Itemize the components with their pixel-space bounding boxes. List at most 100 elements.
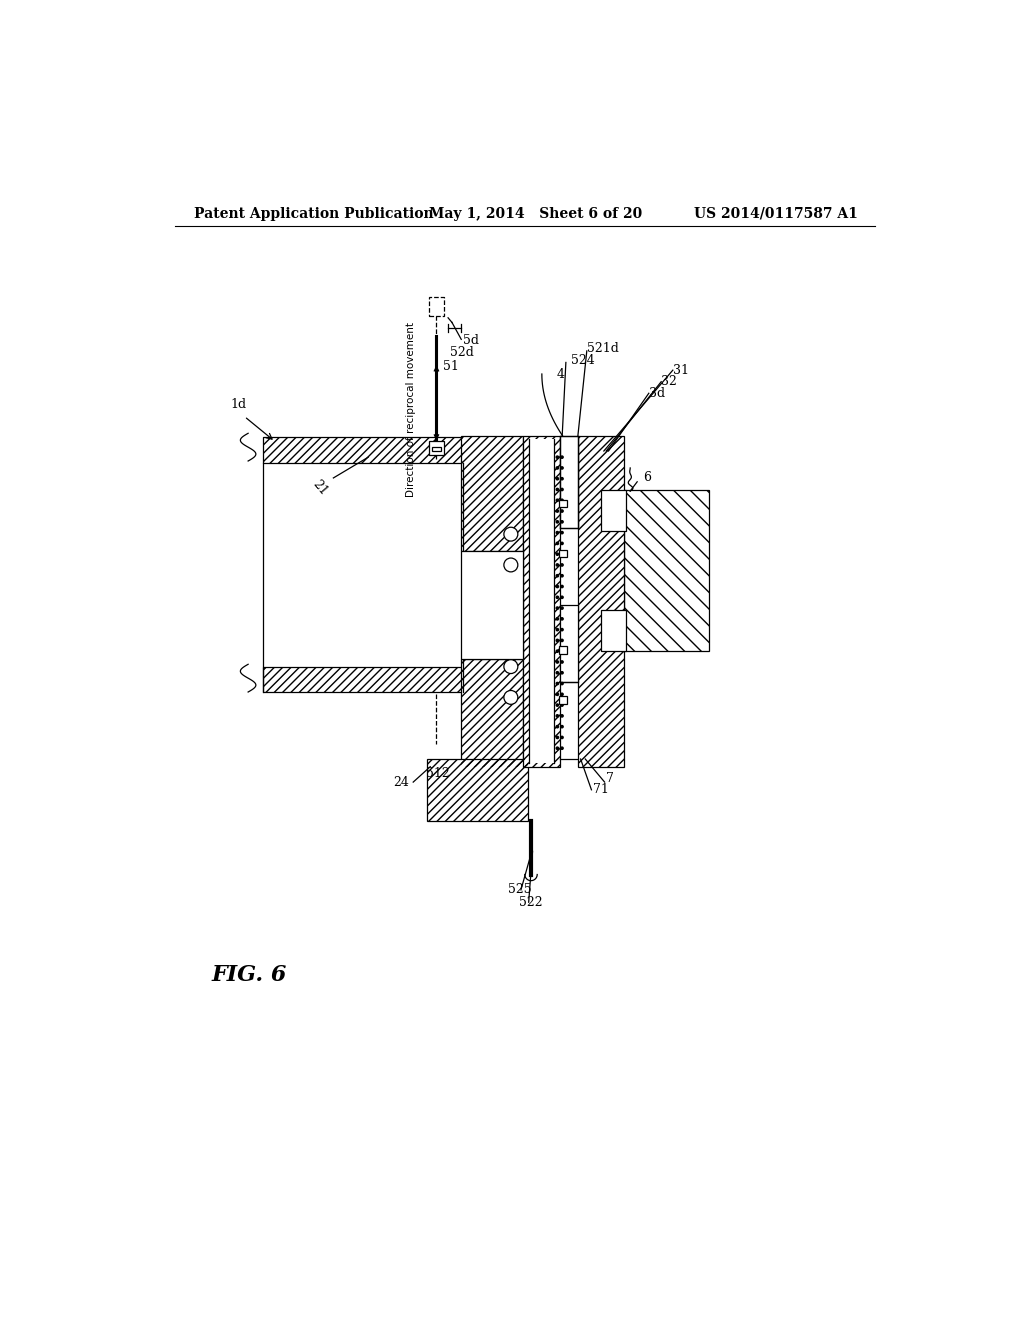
Circle shape [561,618,563,620]
Text: 4: 4 [557,367,564,380]
Circle shape [561,510,563,512]
Circle shape [556,682,558,685]
Circle shape [561,467,563,469]
Bar [429,441,444,455]
Circle shape [561,564,563,566]
Circle shape [556,574,558,577]
Text: 71: 71 [593,783,609,796]
Circle shape [556,693,558,696]
FancyBboxPatch shape [429,297,444,317]
Circle shape [561,499,563,502]
Bar [578,436,624,767]
Bar [263,437,463,462]
Circle shape [561,726,563,727]
Circle shape [556,510,558,512]
Circle shape [556,726,558,727]
Text: 6: 6 [643,471,651,484]
Bar [461,659,523,767]
Text: Direction of reciprocal movement: Direction of reciprocal movement [406,322,416,498]
Text: 32: 32 [662,375,677,388]
Text: 7: 7 [606,772,614,785]
Circle shape [504,660,518,673]
Circle shape [556,553,558,556]
Circle shape [556,499,558,502]
Text: 522: 522 [518,896,543,908]
Bar [559,645,566,653]
Circle shape [561,714,563,717]
Circle shape [561,628,563,631]
Bar [601,490,626,531]
Circle shape [556,737,558,739]
Circle shape [556,607,558,610]
Circle shape [561,639,563,642]
Circle shape [556,520,558,523]
Text: FIG. 6: FIG. 6 [212,964,287,986]
Text: 525: 525 [508,883,531,896]
Circle shape [561,553,563,556]
Circle shape [561,478,563,480]
Text: 521d: 521d [587,342,618,355]
Bar [624,490,710,651]
Bar [559,696,566,704]
Circle shape [556,661,558,663]
Circle shape [556,649,558,652]
Circle shape [561,649,563,652]
Circle shape [561,585,563,587]
Text: 51: 51 [442,360,459,372]
Bar [523,436,560,767]
Text: US 2014/0117587 A1: US 2014/0117587 A1 [693,207,858,220]
Text: 1d: 1d [230,399,247,412]
Bar [461,552,523,659]
Bar [529,440,554,763]
Bar [523,436,560,767]
Circle shape [556,532,558,533]
Circle shape [561,455,563,458]
Text: 52d: 52d [450,346,473,359]
Bar [461,659,523,767]
Bar [427,759,528,821]
Circle shape [561,488,563,491]
Circle shape [504,690,518,705]
Bar [560,436,578,528]
Text: 5d: 5d [463,334,479,347]
Circle shape [561,532,563,533]
Text: 24: 24 [393,776,409,788]
Text: 524: 524 [571,354,595,367]
Text: May 1, 2014   Sheet 6 of 20: May 1, 2014 Sheet 6 of 20 [429,207,642,220]
Bar [263,667,463,692]
Text: 21: 21 [310,478,331,499]
Bar [601,610,626,651]
Circle shape [561,661,563,663]
Text: 512: 512 [426,767,450,780]
Text: Patent Application Publication: Patent Application Publication [194,207,433,220]
Circle shape [556,543,558,545]
Circle shape [561,520,563,523]
Circle shape [561,747,563,750]
Bar [427,759,528,821]
Bar [461,436,523,552]
Circle shape [561,737,563,739]
Circle shape [504,558,518,572]
Circle shape [556,672,558,675]
Circle shape [504,527,518,541]
Circle shape [556,564,558,566]
Circle shape [556,639,558,642]
Circle shape [556,747,558,750]
Circle shape [556,455,558,458]
Bar [432,447,441,451]
Bar [578,436,624,767]
Circle shape [556,628,558,631]
Circle shape [561,693,563,696]
Text: 31: 31 [673,363,689,376]
Bar [263,667,463,692]
Circle shape [556,488,558,491]
Circle shape [561,543,563,545]
Circle shape [556,597,558,598]
Bar [560,605,578,682]
Circle shape [556,467,558,469]
Circle shape [556,478,558,480]
Bar [624,490,710,651]
Circle shape [561,672,563,675]
Circle shape [561,607,563,610]
Text: 3d: 3d [649,387,665,400]
